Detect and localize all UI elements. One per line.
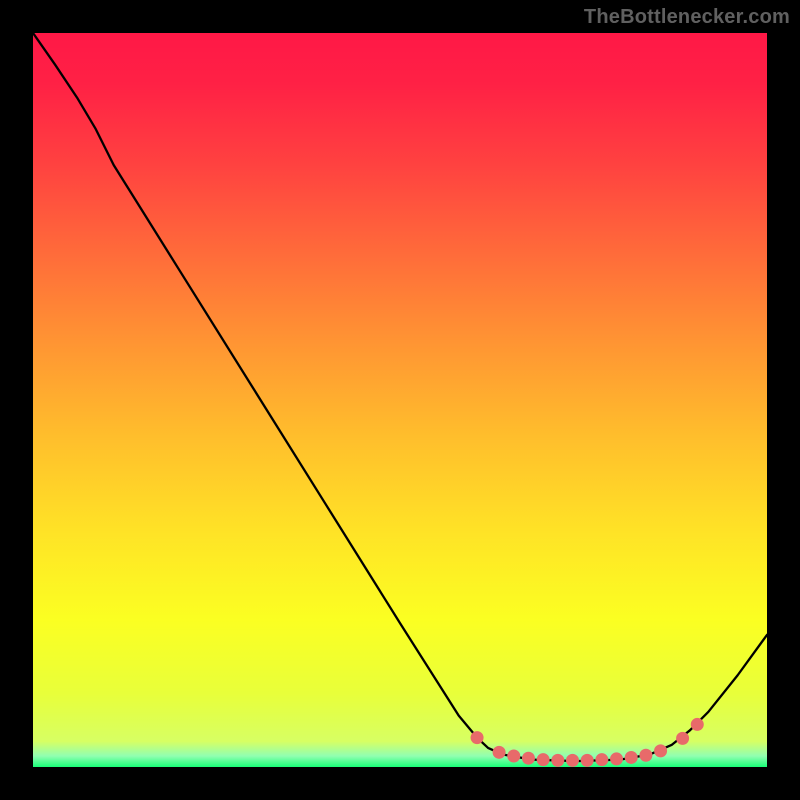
valley-marker (471, 731, 484, 744)
valley-marker (522, 752, 535, 765)
valley-marker (691, 718, 704, 731)
valley-marker (551, 754, 564, 767)
valley-marker (581, 754, 594, 767)
valley-marker (676, 732, 689, 745)
valley-marker (537, 753, 550, 766)
plot-background (33, 33, 767, 767)
valley-marker (625, 751, 638, 764)
bottleneck-chart (33, 33, 767, 767)
valley-marker (639, 749, 652, 762)
watermark-text: TheBottlenecker.com (584, 6, 790, 29)
valley-marker (654, 744, 667, 757)
chart-stage: TheBottlenecker.com (0, 0, 800, 800)
valley-marker (566, 754, 579, 767)
valley-marker (507, 749, 520, 762)
valley-marker (610, 752, 623, 765)
valley-marker (595, 753, 608, 766)
valley-marker (493, 746, 506, 759)
